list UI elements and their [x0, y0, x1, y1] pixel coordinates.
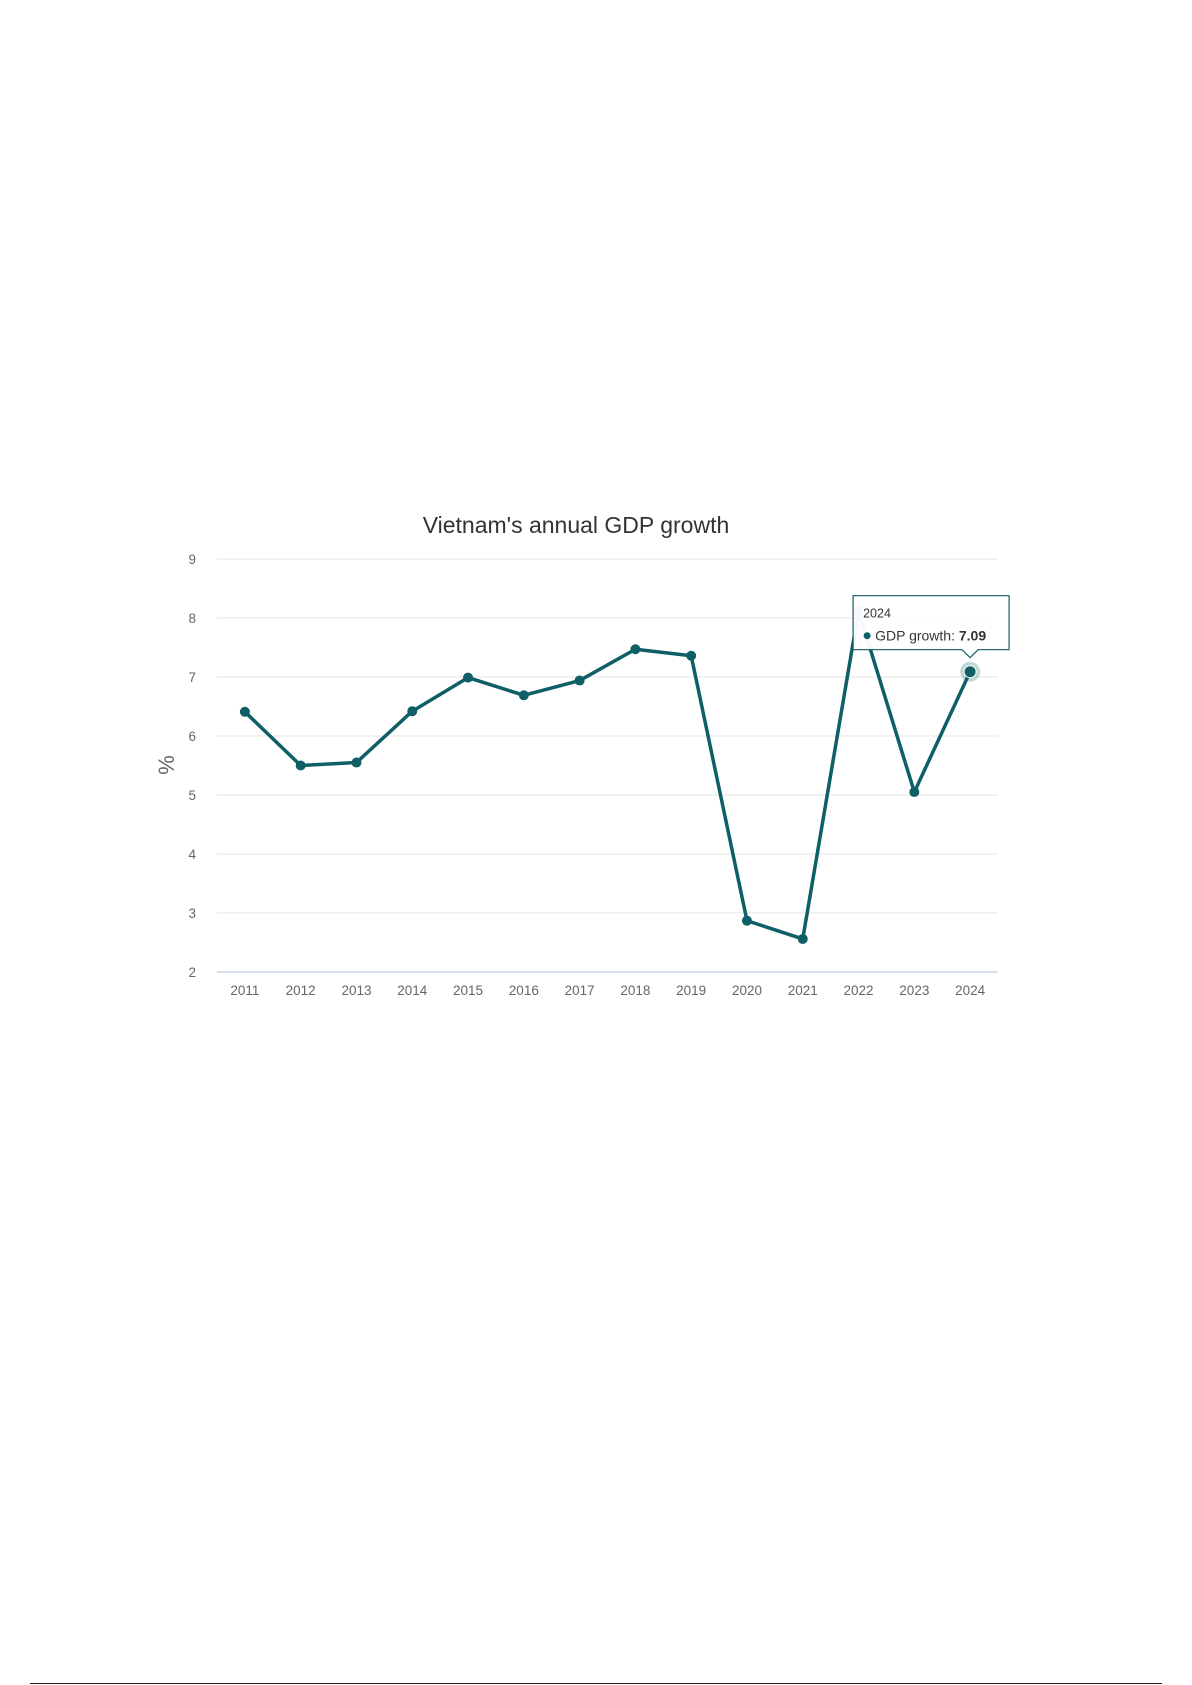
series-line: [243, 609, 972, 941]
tooltip-header: 2024: [863, 607, 891, 621]
data-point[interactable]: [407, 706, 418, 717]
data-point[interactable]: [686, 650, 697, 661]
x-tick-label: 2018: [620, 983, 650, 998]
x-tick-label: 2023: [899, 983, 929, 998]
x-tick-label: 2019: [676, 983, 706, 998]
y-tick-label: 8: [188, 611, 196, 626]
y-axis-title: %: [154, 755, 179, 775]
data-point[interactable]: [239, 706, 250, 717]
data-point[interactable]: [518, 690, 529, 701]
series-gdp-growth: [239, 605, 981, 944]
data-point[interactable]: [909, 787, 920, 798]
data-point[interactable]: [295, 760, 306, 771]
x-tick-label: 2015: [453, 983, 483, 998]
x-tick-label: 2016: [509, 983, 539, 998]
tooltip-box: [852, 595, 1010, 659]
tooltip-label: GDP growth:: [875, 628, 959, 644]
y-tick-label: 2: [188, 965, 196, 980]
x-tick-label: 2014: [397, 983, 428, 998]
page-bottom-rule: [30, 1683, 1162, 1684]
data-point[interactable]: [741, 915, 752, 926]
tooltip-series-marker: [863, 632, 871, 640]
tooltip-body: GDP growth: 7.09: [875, 628, 986, 644]
data-point[interactable]: [351, 757, 362, 768]
x-tick-label: 2024: [955, 983, 986, 998]
y-tick-label: 4: [188, 847, 196, 862]
y-axis-ticks: 2 3 4 5 6 7 8 9: [188, 552, 196, 980]
x-tick-label: 2013: [341, 983, 371, 998]
x-tick-label: 2011: [230, 983, 259, 998]
tooltip-value: 7.09: [959, 628, 986, 644]
x-axis-ticks: 2011 2012 2013 2014 2015 2016 2017 2018 2019 2020…: [230, 983, 985, 998]
x-tick-label: 2021: [788, 983, 818, 998]
y-tick-label: 9: [188, 552, 196, 567]
chart-title: Vietnam's annual GDP growth: [423, 512, 730, 538]
data-point[interactable]: [630, 644, 641, 655]
data-point-highlighted[interactable]: [963, 665, 977, 679]
data-point[interactable]: [797, 933, 808, 944]
tooltip: 2024 GDP growth: 7.09: [852, 595, 1010, 659]
x-tick-label: 2020: [732, 983, 762, 998]
x-tick-label: 2022: [844, 983, 874, 998]
y-tick-label: 6: [188, 729, 196, 744]
x-tick-label: 2012: [286, 983, 316, 998]
y-tick-label: 3: [188, 906, 196, 921]
data-point[interactable]: [463, 672, 474, 683]
y-tick-label: 5: [188, 788, 196, 803]
x-tick-label: 2017: [565, 983, 595, 998]
gridlines: [217, 558, 998, 973]
y-tick-label: 7: [188, 670, 196, 685]
data-point[interactable]: [574, 675, 585, 686]
